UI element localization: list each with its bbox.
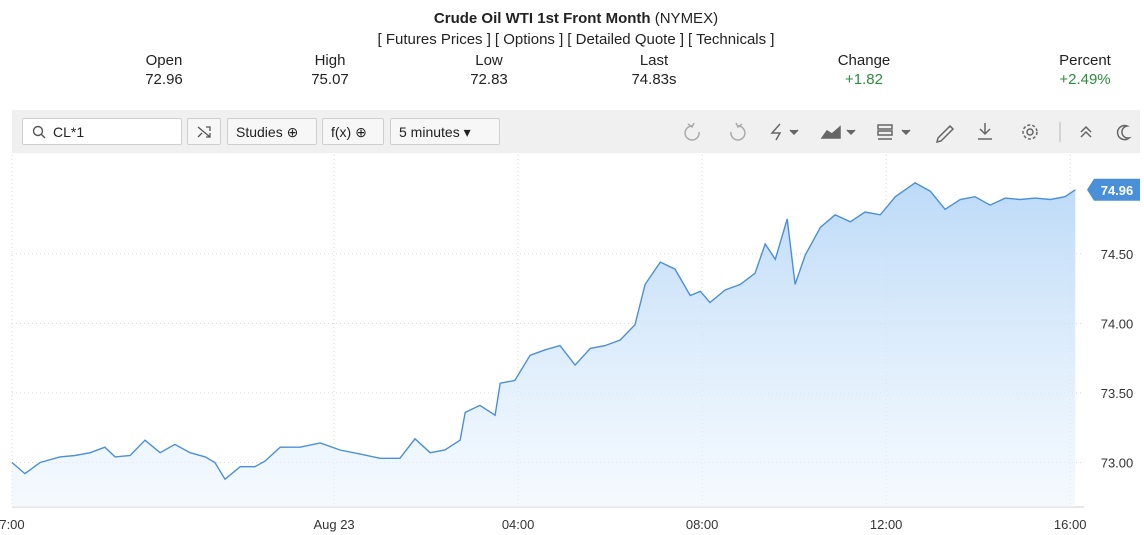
interval: 5 minutes (399, 124, 460, 140)
stat-label: Percent (1059, 52, 1111, 69)
interval-button[interactable]: 5 minutes ▾ (390, 118, 500, 145)
stat-value: 75.07 (311, 71, 349, 88)
search-icon (32, 125, 46, 139)
stat-value: 72.83 (470, 71, 508, 88)
stat: Open 72.96 (104, 52, 224, 88)
stat-label: High (314, 52, 346, 69)
stat-value: +1.82 (845, 71, 883, 88)
stat: Change +1.82 (804, 52, 924, 88)
link[interactable]: [ Options ] (494, 31, 564, 48)
x-tick-label: Aug 23 (313, 517, 354, 532)
last-price-label: 74.96 (1101, 183, 1134, 198)
x-tick-label: 7:00 (0, 517, 25, 532)
stat-label: Change (837, 52, 891, 69)
y-tick-label: 73.00 (1101, 455, 1134, 470)
x-tick-label: 04:00 (502, 517, 535, 532)
link[interactable]: [ Technicals ] (688, 31, 775, 48)
y-tick-label: 74.50 (1101, 247, 1134, 262)
stat: High 75.07 (270, 52, 390, 88)
stat: Last 74.83s (594, 52, 714, 88)
stat-value: 72.96 (145, 71, 183, 88)
x-tick-label: 08:00 (686, 517, 719, 532)
stat-label: Last (639, 52, 669, 69)
last-price-tag (1087, 178, 1140, 201)
toolbar-icons (684, 122, 1132, 144)
stat-label: Low (475, 52, 503, 69)
function: f(x) (331, 124, 352, 140)
quote-title: Crude Oil WTI 1st Front Month (NYMEX) (0, 10, 1144, 27)
compare-icon (197, 126, 211, 138)
studies: Studies (236, 124, 283, 140)
exchange: (NYMEX) (654, 10, 719, 27)
title: Crude Oil WTI 1st Front Month (433, 10, 651, 27)
toolbar: CL*1 Studies ⊕ f(x) ⊕ 5 minutes ▾ (12, 110, 1140, 153)
symbol: CL*1 (53, 124, 85, 140)
function-button[interactable]: f(x) ⊕ (322, 118, 384, 145)
stat-value: +2.49% (1059, 71, 1111, 88)
stat: Percent +2.49% (1025, 52, 1144, 88)
stat-label: Open (145, 52, 183, 69)
links: [ Futures Prices ][ Options ][ Detailed … (0, 31, 1144, 48)
area (12, 182, 1076, 508)
stat-value: 74.83s (631, 71, 677, 88)
studies-button[interactable]: Studies ⊕ (227, 118, 317, 145)
x-tick-label: 16:00 (1054, 517, 1087, 532)
y-tick-label: 74.00 (1101, 316, 1134, 331)
price-line (11, 181, 1076, 481)
stat: Low 72.83 (429, 52, 549, 88)
symbol-search[interactable]: CL*1 (22, 118, 182, 145)
x-tick-label: 12:00 (870, 517, 903, 532)
link[interactable]: [ Futures Prices ] (377, 31, 491, 48)
y-tick-label: 73.50 (1101, 386, 1134, 401)
link[interactable]: [ Detailed Quote ] (567, 31, 685, 48)
